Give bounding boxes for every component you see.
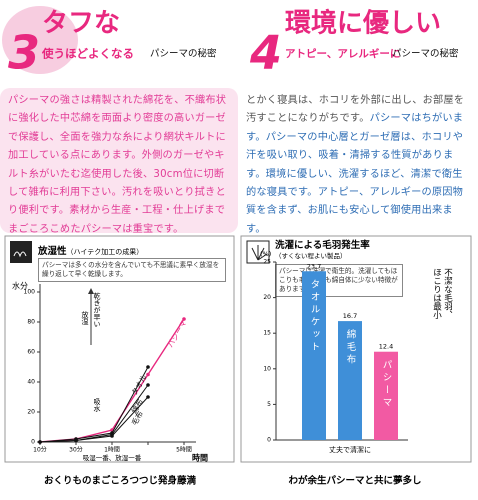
chart-description: パシーマは多くの水分を含んでいても不思議に素早く放湿を繰り返して早く乾燥します。 xyxy=(38,258,226,282)
title: 洗濯による毛羽発生率 xyxy=(275,240,370,251)
paragraph: パシーマの強さは精製された綿花を、不織布状に強化した中芯綿を両面より密度の高いガ… xyxy=(8,95,227,235)
chart-title: 洗濯による毛羽発生率 （すくない程よい製品） xyxy=(275,240,370,262)
section-number: 4 xyxy=(249,26,282,80)
icon xyxy=(251,245,268,261)
chart-description: パシーマは洗濯で衛生的。洗濯してもほこりも毛羽立ちも綿自体に少ない特徴があります… xyxy=(275,264,403,297)
section-title: 環境に優しい xyxy=(285,8,441,39)
chart-frame xyxy=(240,235,472,463)
section-subtitle: 使うほどよくなる xyxy=(41,47,134,61)
subtitle: （すくない程よい製品） xyxy=(275,252,347,260)
icon xyxy=(13,251,27,258)
paragraph: とかく寝具は、ホコリを外部に出し、お部屋を汚すことになりがちです。パシーマはちが… xyxy=(246,92,472,239)
section-tag: パシーマの秘密 xyxy=(392,48,459,60)
paragraph-intro: とかく寝具は、ホコリを外部に出し、お部屋を汚すことになりがちです。 xyxy=(246,95,465,125)
chart-title: 放湿性（ハイテク加工の成果） xyxy=(38,243,143,257)
subtitle: （ハイテク加工の成果） xyxy=(66,248,144,256)
section-number: 3 xyxy=(8,26,40,80)
section-subtitle: アトピー、アレルギーに xyxy=(285,47,400,60)
paragraph-body: パシーマはちがいます。パシーマの中心層とガーゼ層は、ホコリや汗を吸い取り、吸着・… xyxy=(246,113,464,235)
section-title: タフな xyxy=(42,9,120,39)
section-tag: パシーマの秘密 xyxy=(150,48,217,60)
chart-frame xyxy=(4,235,235,463)
paragraph-bg xyxy=(0,88,238,233)
title: 放湿性 xyxy=(38,246,67,257)
icon xyxy=(10,241,32,263)
pink-blob xyxy=(2,6,78,74)
